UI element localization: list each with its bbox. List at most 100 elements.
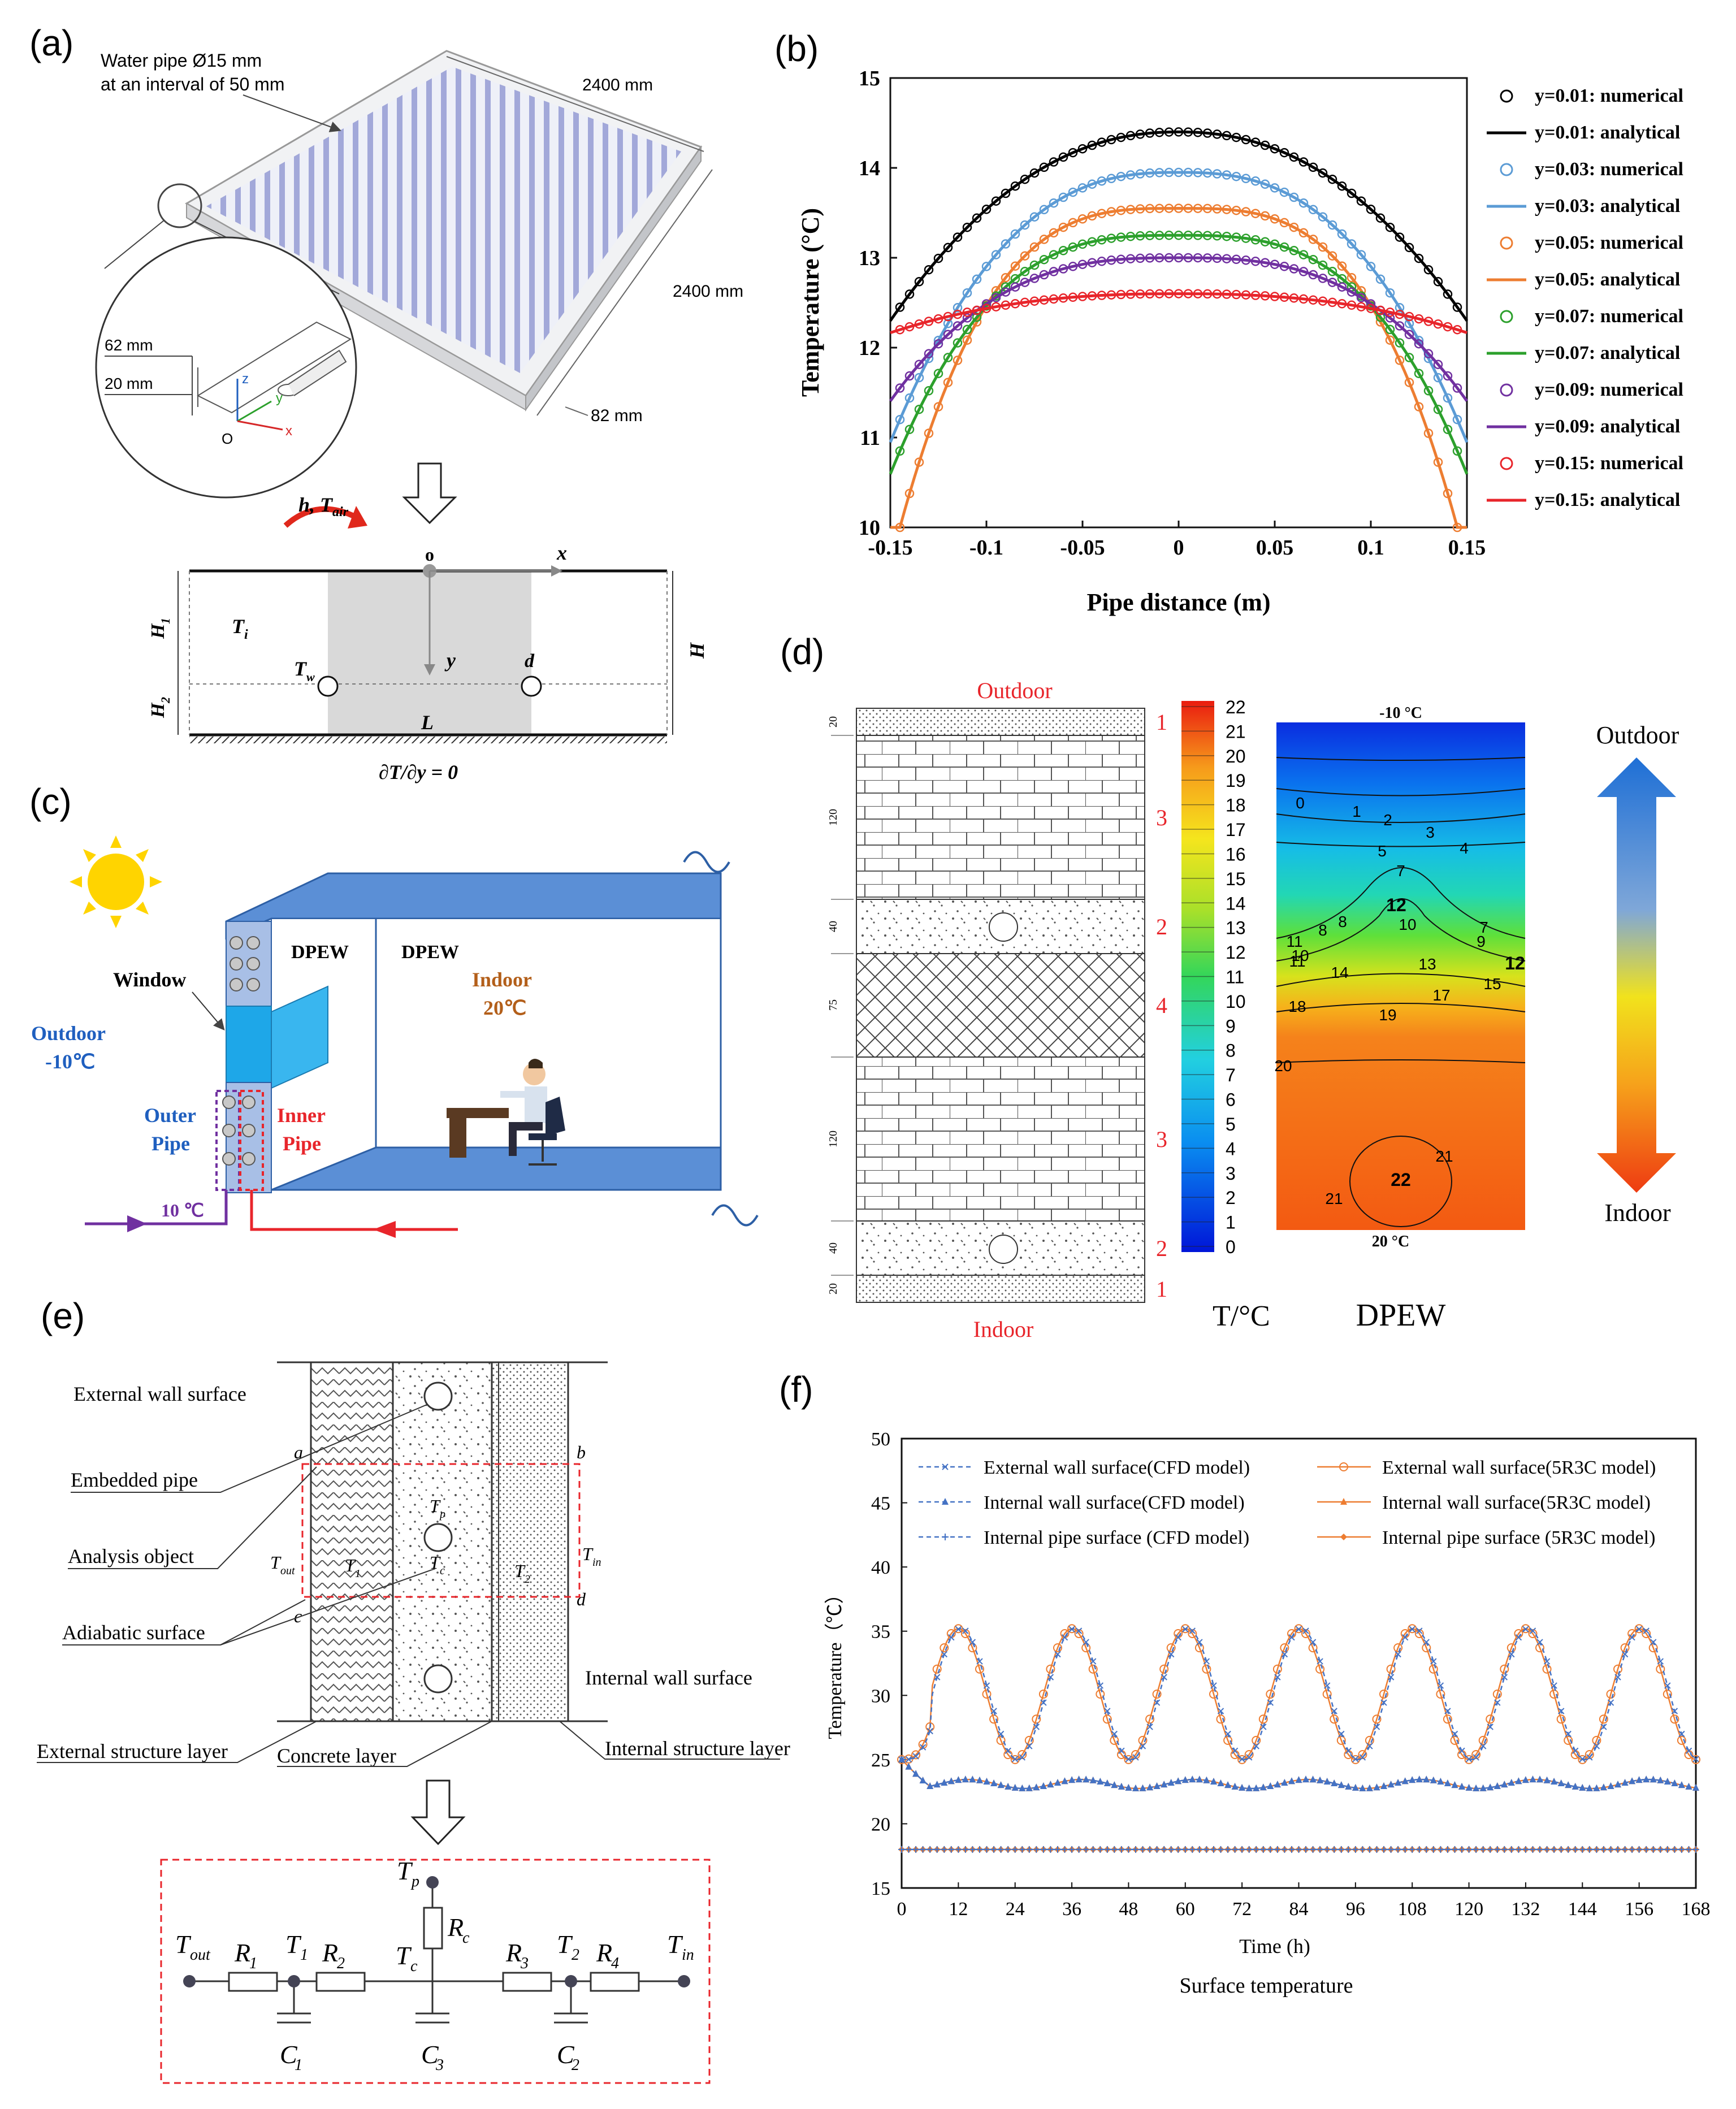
f-legend-label: External wall surface(CFD model): [984, 1457, 1250, 1478]
f-marker: [1181, 1776, 1189, 1783]
b-numerical-point: [972, 274, 982, 284]
b-numerical-point: [1039, 254, 1049, 265]
f-marker: [1366, 1743, 1373, 1749]
e-circuit-tp: T: [397, 1856, 413, 1885]
b-numerical-point: [1010, 282, 1020, 292]
b-legend-marker: [1500, 457, 1513, 470]
f-marker: [1083, 1639, 1089, 1645]
panel-label-b: (b): [774, 28, 819, 69]
f-marker: [1565, 1781, 1572, 1788]
b-numerical-point: [943, 378, 953, 387]
f-marker: [1444, 1779, 1451, 1786]
f-marker: [1593, 1784, 1600, 1791]
f-marker: [1359, 1784, 1366, 1791]
d-colorbar-tick: 14: [1226, 893, 1246, 913]
e-t1: T: [345, 1555, 356, 1575]
b-numerical-point: [1097, 137, 1107, 147]
e-circuit-c1: C: [280, 2040, 298, 2069]
f-marker: [1493, 1846, 1501, 1853]
b-numerical-point: [1347, 188, 1357, 198]
b-ylabel: Temperature (°C): [796, 208, 824, 397]
e-tp: T: [430, 1496, 441, 1516]
b-numerical-point: [1395, 356, 1405, 365]
c-outer-pipe-1: Outer: [144, 1104, 196, 1127]
f-marker: [912, 1846, 920, 1853]
b-numerical-point: [991, 293, 1001, 302]
f-marker: [1146, 1846, 1154, 1853]
b-numerical-point: [1270, 292, 1280, 301]
f-marker: [1506, 1643, 1516, 1653]
f-marker: [1415, 1846, 1423, 1853]
f-legend-label: Internal wall surface(5R3C model): [1382, 1492, 1651, 1513]
b-numerical-point: [1183, 289, 1193, 298]
b-numerical-point: [1116, 171, 1126, 181]
b-numerical-point: [1414, 402, 1424, 412]
b-analytical-line: [889, 233, 1469, 475]
f-marker: [1551, 1778, 1558, 1785]
inner-pipe-box: [239, 1090, 264, 1191]
b-numerical-point: [1443, 371, 1453, 381]
x-axis-label: x: [556, 542, 567, 564]
H1-label: H: [148, 623, 168, 639]
b-numerical-point: [1452, 324, 1462, 335]
f-marker: [1551, 1846, 1558, 1853]
f-marker: [1097, 1778, 1104, 1785]
d-contour-label: 9: [1477, 933, 1486, 950]
b-numerical-point: [1433, 404, 1443, 414]
f-marker: [1038, 1690, 1048, 1699]
b-numerical-point: [1260, 291, 1270, 301]
b-legend-marker: [1500, 310, 1513, 323]
b-numerical-point: [933, 339, 943, 349]
b-numerical-point: [953, 338, 963, 348]
f-marker: [1338, 1730, 1345, 1738]
f-marker: [1033, 1723, 1040, 1730]
d-colorbar-tick: 8: [1226, 1041, 1236, 1061]
f-marker: [1161, 1846, 1168, 1853]
f-marker: [905, 1846, 912, 1853]
d-colorbar-tick: 21: [1226, 721, 1246, 742]
return-line: [250, 1190, 458, 1231]
d-layer-4: [856, 953, 1145, 1058]
dim-depth: 2400 mm: [673, 282, 743, 301]
d-contour-label: 13: [1418, 955, 1436, 973]
b-numerical-point: [1135, 253, 1145, 263]
f-marker: [1643, 1627, 1650, 1634]
b-numerical-point: [1356, 302, 1366, 311]
b-numerical-point: [1260, 237, 1270, 246]
f-ytick-label: 20: [871, 1814, 890, 1835]
d-colorbar-unit: T/°C: [1213, 1300, 1270, 1332]
pipe-left: [317, 675, 339, 697]
window-pane: [226, 1006, 272, 1083]
b-numerical-point: [1241, 233, 1251, 243]
b-numerical-point: [991, 196, 1001, 206]
b-numerical-point: [1145, 253, 1155, 263]
b-analytical-line: [890, 206, 1467, 529]
f-marker: [1613, 1664, 1622, 1674]
b-numerical-point: [1423, 428, 1434, 438]
f-marker: [1642, 1629, 1651, 1638]
b-numerical-point: [981, 205, 992, 214]
b-numerical-point: [1029, 242, 1040, 252]
b-legend-analytical: y=0.15: analytical: [1535, 490, 1680, 510]
d-colorbar-tick: 0: [1226, 1237, 1236, 1257]
f-marker: [1593, 1743, 1600, 1749]
f-marker: [1253, 1784, 1260, 1791]
b-numerical-point: [1183, 167, 1193, 177]
f-marker: [1600, 1783, 1607, 1791]
f-marker: [1430, 1658, 1437, 1665]
b-numerical-point: [914, 277, 924, 287]
b-numerical-point: [1077, 292, 1088, 301]
f-marker: [1635, 1626, 1643, 1632]
f-marker: [1395, 1779, 1402, 1786]
b-numerical-point: [914, 360, 924, 369]
f-marker: [1663, 1690, 1672, 1699]
b-numerical-point: [1452, 522, 1462, 532]
b-legend-numerical: y=0.07: numerical: [1535, 306, 1683, 327]
b-numerical-point: [1375, 312, 1386, 322]
b-numerical-point: [1125, 170, 1136, 180]
d-direction-arrow: [1597, 757, 1676, 1193]
f-marker: [1053, 1643, 1062, 1653]
f-xlabel: Time (h): [1239, 1935, 1310, 1958]
f-marker: [1380, 1699, 1387, 1706]
f-marker: [1061, 1634, 1068, 1641]
